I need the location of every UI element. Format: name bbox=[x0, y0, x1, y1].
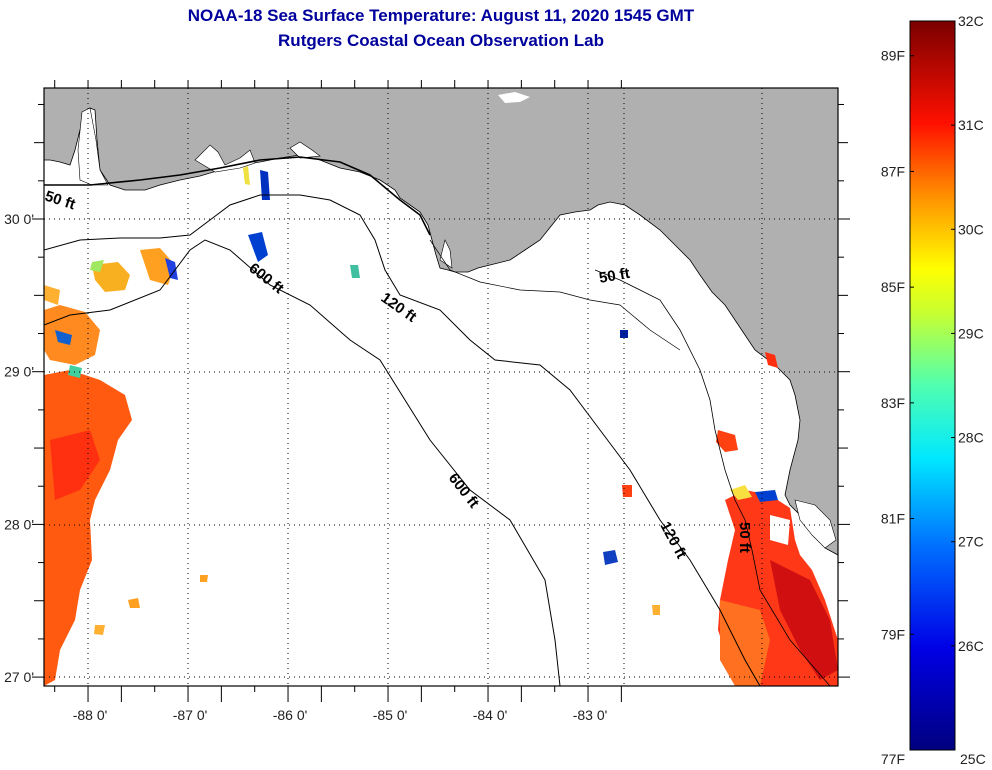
coastal-bay bbox=[194, 144, 256, 173]
coast-outline bbox=[429, 239, 681, 351]
sst-patch bbox=[44, 285, 60, 305]
sst-patch bbox=[165, 258, 178, 280]
sst-patch bbox=[716, 430, 738, 452]
sst-patch bbox=[622, 485, 632, 497]
depth-contours bbox=[44, 156, 831, 686]
map-title: NOAA-18 Sea Surface Temperature: August … bbox=[187, 6, 695, 25]
plot-frame bbox=[43, 87, 839, 687]
colorbar-gradient bbox=[909, 20, 956, 751]
contour-label: 50 ft bbox=[598, 265, 631, 287]
lat-tick-label: 28 0' bbox=[4, 516, 34, 532]
colorbar-fahrenheit-label: 77F bbox=[881, 751, 905, 767]
colorbar: 32C 31C 30C 29C 28C 27C 26C 25C 89F 87F … bbox=[881, 13, 986, 767]
sst-data-layer bbox=[44, 166, 838, 686]
contour-50ft-east bbox=[594, 269, 831, 686]
sst-patch bbox=[652, 605, 660, 615]
mobile-bay bbox=[77, 107, 109, 186]
lon-tick-label: -87 0' bbox=[173, 707, 208, 723]
sst-patch bbox=[755, 490, 778, 502]
colorbar-fahrenheit-label: 85F bbox=[881, 279, 905, 295]
sst-patch bbox=[730, 485, 752, 500]
sst-patch bbox=[200, 575, 208, 582]
sst-patch bbox=[260, 170, 270, 200]
latitude-axis: 30 0' 29 0' 28 0' 27 0' bbox=[4, 211, 34, 685]
sst-patch bbox=[92, 262, 130, 292]
colorbar-celsius-label: 31C bbox=[958, 117, 984, 133]
colorbar-celsius-label: 26C bbox=[958, 638, 984, 654]
inland-lake bbox=[498, 92, 530, 103]
longitude-axis: -88 0' -87 0' -86 0' -85 0' -84 0' -83 0… bbox=[73, 707, 608, 723]
lon-tick-label: -88 0' bbox=[73, 707, 108, 723]
colorbar-fahrenheit-label: 81F bbox=[881, 511, 905, 527]
colorbar-celsius-label: 28C bbox=[958, 430, 984, 446]
contour-120ft bbox=[44, 194, 761, 686]
axis-ticks bbox=[32, 80, 850, 702]
sst-patch bbox=[350, 265, 360, 278]
colorbar-fahrenheit-label: 87F bbox=[881, 163, 905, 179]
sst-patch bbox=[50, 430, 100, 500]
lon-tick-label: -83 0' bbox=[573, 707, 608, 723]
lon-tick-label: -85 0' bbox=[373, 707, 408, 723]
lon-tick-label: -86 0' bbox=[273, 707, 308, 723]
sst-patch bbox=[140, 248, 175, 285]
sst-patch bbox=[720, 600, 770, 686]
sst-patch bbox=[765, 352, 778, 368]
contour-600ft bbox=[44, 239, 561, 686]
colorbar-celsius-label: 30C bbox=[958, 221, 984, 237]
map-subtitle: Rutgers Coastal Ocean Observation Lab bbox=[278, 31, 604, 50]
contour-label: 50 ft bbox=[736, 522, 753, 553]
colorbar-celsius-label: 32C bbox=[958, 13, 984, 29]
sst-patch bbox=[128, 598, 140, 608]
colorbar-ticks bbox=[910, 55, 955, 647]
lat-tick-label: 27 0' bbox=[4, 669, 34, 685]
sst-patch bbox=[770, 560, 838, 680]
colorbar-celsius-label: 29C bbox=[958, 325, 984, 341]
colorbar-celsius-label: 25C bbox=[960, 751, 986, 767]
colorbar-fahrenheit-label: 89F bbox=[881, 48, 905, 64]
sst-patch bbox=[94, 625, 105, 635]
sst-patch bbox=[90, 260, 104, 272]
sst-patch bbox=[243, 166, 250, 185]
lat-tick-label: 29 0' bbox=[4, 364, 34, 380]
lon-tick-label: -84 0' bbox=[473, 707, 508, 723]
land-mass bbox=[44, 88, 838, 556]
coastal-bay bbox=[439, 239, 453, 269]
colorbar-celsius-label: 27C bbox=[958, 534, 984, 550]
tampa-bay bbox=[794, 499, 837, 549]
colorbar-fahrenheit-label: 79F bbox=[881, 626, 905, 642]
colorbar-fahrenheit-label: 83F bbox=[881, 395, 905, 411]
sst-patch bbox=[770, 515, 790, 545]
sst-patch bbox=[603, 550, 618, 565]
sst-patch bbox=[55, 330, 72, 345]
contour-50ft-west bbox=[44, 156, 431, 236]
sst-patch bbox=[248, 232, 268, 262]
lat-tick-label: 30 0' bbox=[4, 211, 34, 227]
